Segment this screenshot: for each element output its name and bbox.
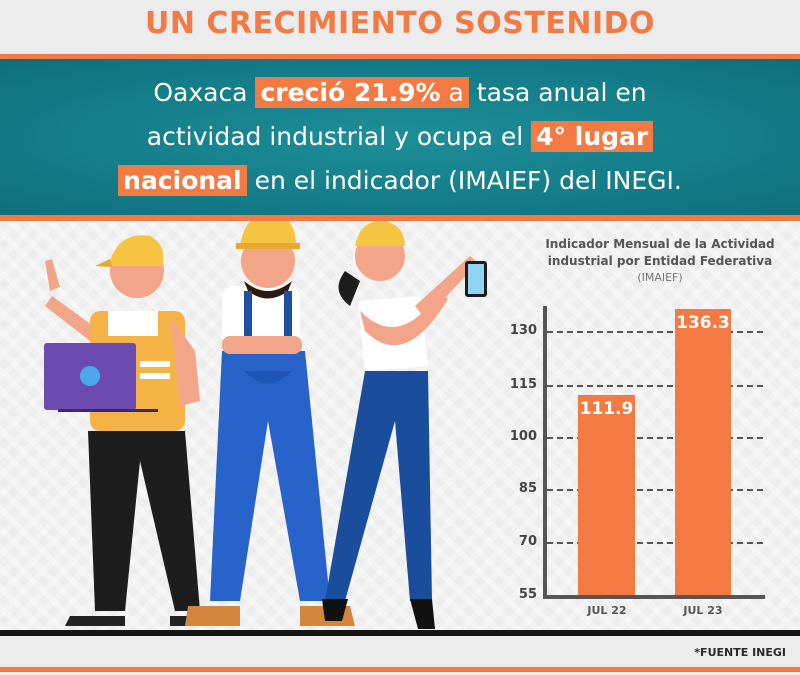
headline-line-3: nacional en el indicador (IMAIEF) del IN… [0,159,800,203]
worker-with-laptop-icon [44,235,205,626]
page-title: UN CRECIMIENTO SOSTENIDO [144,6,656,41]
y-tick: 85 [518,481,537,496]
highlight-national: nacional [118,165,247,196]
gridline-85 [547,489,763,491]
bar-value-label: 136.3 [676,313,730,333]
gridline-100 [547,437,763,439]
chart-title: Indicador Mensual de la Actividad indust… [545,237,775,268]
bar-jul-22: 111.9 [578,395,635,596]
highlight-rank: 4° lugar [531,121,654,152]
y-tick: 115 [509,377,537,392]
x-axis [543,595,765,599]
gridline-70 [547,542,763,544]
y-tick: 55 [518,587,537,602]
x-category-label: JUL 22 [587,604,627,617]
y-tick: 100 [509,429,537,444]
gridline-130 [547,331,763,333]
headline-banner: Oaxaca creció 21.9% a tasa anual en acti… [0,59,800,215]
highlight-growth: creció 21.9% a [255,77,469,108]
headline-line-2: actividad industrial y ocupa el 4° lugar [0,115,800,159]
y-axis [543,306,547,599]
bottom-divider [0,667,800,672]
worker-woman-phone-icon [322,221,487,629]
headline-line-1: Oaxaca creció 21.9% a tasa anual en [153,77,647,108]
headline-text: Oaxaca creció 21.9% a tasa anual en acti… [0,71,800,203]
chart-subtitle: (IMAIEF) [637,271,683,284]
gridline-115 [547,385,763,387]
y-tick: 70 [518,534,537,549]
top-divider [0,54,800,59]
worker-overalls-arms-crossed-icon [185,221,355,626]
source-note: *FUENTE INEGI [694,646,786,659]
y-tick: 130 [509,323,537,338]
x-category-label: JUL 23 [683,604,723,617]
workers-illustration [44,221,487,629]
bar-jul-23: 136.3 [675,309,731,596]
bar-value-label: 111.9 [579,399,634,419]
floor-line [0,630,800,636]
banner-bottom-divider [0,215,800,221]
